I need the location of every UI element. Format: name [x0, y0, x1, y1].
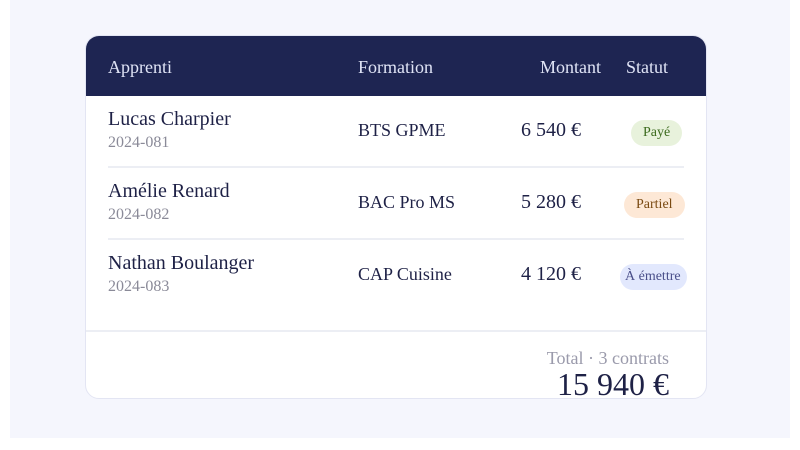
- table-footer: Total · 3 contrats 15 940 €: [86, 330, 706, 399]
- column-header-statut[interactable]: Statut: [626, 57, 669, 77]
- row-divider: [108, 166, 684, 168]
- contract-id: 2024-083: [108, 278, 170, 295]
- status-badge: Payé: [631, 120, 683, 146]
- contract-id: 2024-082: [108, 206, 170, 223]
- contracts-table-card: Apprenti Formation Montant Statut Lucas …: [85, 35, 707, 399]
- apprenti-name: Lucas Charpier: [108, 108, 231, 130]
- total-label: Total · 3 contrats: [546, 348, 669, 368]
- formation: BAC Pro MS: [358, 192, 456, 212]
- formation: BTS GPME: [358, 120, 446, 140]
- status-badge: À émettre: [620, 264, 687, 290]
- montant: 6 540 €: [521, 119, 581, 141]
- status-badge: Partiel: [624, 192, 685, 218]
- montant: 4 120 €: [521, 263, 581, 285]
- total-amount: 15 940 €: [557, 366, 669, 399]
- apprenti-name: Amélie Renard: [108, 180, 230, 202]
- table-header: Apprenti Formation Montant Statut: [86, 36, 706, 96]
- formation: CAP Cuisine: [358, 264, 452, 284]
- table-row[interactable]: Amélie Renard 2024-082 BAC Pro MS 5 280 …: [86, 168, 706, 240]
- row-divider: [108, 238, 684, 240]
- table-row[interactable]: Lucas Charpier 2024-081 BTS GPME 6 540 €…: [86, 96, 706, 168]
- column-header-apprenti[interactable]: Apprenti: [108, 57, 172, 77]
- apprenti-name: Nathan Boulanger: [108, 252, 255, 274]
- column-header-formation[interactable]: Formation: [358, 57, 433, 77]
- montant: 5 280 €: [521, 191, 581, 213]
- contract-id: 2024-081: [108, 134, 170, 151]
- table-row[interactable]: Nathan Boulanger 2024-083 CAP Cuisine 4 …: [86, 240, 706, 312]
- column-header-montant[interactable]: Montant: [540, 57, 601, 77]
